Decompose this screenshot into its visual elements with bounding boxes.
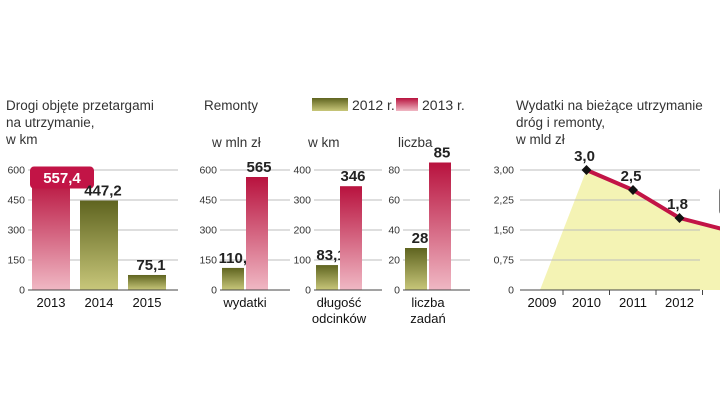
utrzymanie-title-line-1: Wydatki na bieżące utrzymanie <box>516 98 703 113</box>
utrzymanie-title-line-2: dróg i remonty, <box>516 115 605 130</box>
utrzymanie-value-label: 3,0 <box>574 148 595 165</box>
utrzymanie-point-2011 <box>628 185 638 195</box>
utrzymanie-chart: 00,751,502,253,003,02,51,81,520092010201… <box>494 148 720 310</box>
dlugosc-category-label: odcinków <box>312 311 367 326</box>
utrzymanie-value-label: 1,8 <box>667 196 688 213</box>
drogi-category-label: 2014 <box>85 295 114 310</box>
liczba-value-label: 28 <box>412 230 429 247</box>
utrzymanie-line <box>585 168 720 231</box>
dlugosc-ytick-label: 100 <box>293 255 311 267</box>
utrzymanie-title: Wydatki na bieżące utrzymanie dróg i rem… <box>515 98 703 147</box>
drogi-ytick-label: 150 <box>7 255 25 267</box>
remonty-title: Remonty <box>204 98 258 113</box>
drogi-ytick-label: 600 <box>7 165 25 177</box>
drogi-title-line-3: w km <box>5 132 38 147</box>
dlugosc-ytick-label: 400 <box>293 165 311 177</box>
legend-label-2012: 2012 r. <box>352 97 395 113</box>
wydatki-unit-label: w mln zł <box>211 135 261 150</box>
dlugosc-bar-2012 <box>316 265 338 290</box>
liczba-category-label: liczba <box>411 295 445 310</box>
liczba-unit-label: liczba <box>398 135 433 150</box>
dlugosc-ytick-label: 200 <box>293 225 311 237</box>
legend: 2012 r. 2013 r. <box>312 97 465 113</box>
drogi-value-badge <box>30 166 94 189</box>
drogi-chart: 0 150 300 450 600 557,4 2013 447,2 2014 75,1 2015 <box>7 165 178 310</box>
drogi-ytick-label: 300 <box>7 225 25 237</box>
utrzymanie-title-line-3: w mld zł <box>515 132 565 147</box>
liczba-ytick-label: 40 <box>388 225 400 237</box>
drogi-bar-2015 <box>128 274 166 290</box>
utrzymanie-point-2012 <box>674 213 685 223</box>
dlugosc-value-label: 346 <box>340 168 365 185</box>
drogi-bar-2013 <box>32 178 70 290</box>
dlugosc-ytick-label: 300 <box>293 195 311 207</box>
dlugosc-category-label: długość <box>317 295 362 310</box>
dlugosc-bar-2013 <box>340 186 362 290</box>
drogi-bar-2014 <box>80 200 118 290</box>
drogi-ytick-label: 450 <box>7 195 25 207</box>
liczba-bar-2012 <box>405 248 427 290</box>
drogi-title-line-2: na utrzymanie, <box>6 115 95 130</box>
liczba-ytick-label: 80 <box>388 165 400 177</box>
utrzymanie-ytick-label: 0,75 <box>494 255 515 267</box>
utrzymanie-xtick-label: 2010 <box>572 295 601 310</box>
utrzymanie-xtick-label: 2012 <box>665 295 694 310</box>
utrzymanie-point-2010 <box>581 165 592 175</box>
dlugosc-ytick-label: 0 <box>305 285 311 297</box>
drogi-category-label: 2013 <box>37 295 66 310</box>
drogi-value-label: 447,2 <box>84 183 122 200</box>
legend-label-2013: 2013 r. <box>422 97 465 113</box>
liczba-bar-2013 <box>429 162 451 290</box>
wydatki-bar-2012 <box>222 267 244 290</box>
utrzymanie-ytick-label: 0 <box>508 285 514 297</box>
wydatki-bar-2013 <box>246 177 268 290</box>
wydatki-ytick-label: 300 <box>199 225 217 237</box>
drogi-title: Drogi objęte przetargami na utrzymanie, … <box>5 98 154 147</box>
utrzymanie-value-label: 2,5 <box>621 168 642 185</box>
legend-swatch-2012 <box>312 98 348 111</box>
utrzymanie-xtick-label: 2011 <box>619 295 647 310</box>
drogi-value-label: 557,4 <box>43 170 81 187</box>
liczba-ytick-label: 20 <box>388 255 400 267</box>
wydatki-value-label: 565 <box>246 159 271 176</box>
utrzymanie-ytick-label: 2,25 <box>494 195 515 207</box>
dlugosc-unit-label: w km <box>307 135 340 150</box>
wydatki-ytick-label: 600 <box>199 165 217 177</box>
utrzymanie-ytick-label: 3,00 <box>494 165 515 177</box>
drogi-value-label: 75,1 <box>136 257 165 274</box>
liczba-value-label: 85 <box>434 145 451 162</box>
wydatki-category-label: wydatki <box>222 295 266 310</box>
drogi-title-line-1: Drogi objęte przetargami <box>6 98 154 113</box>
utrzymanie-xtick-label: 2009 <box>528 295 557 310</box>
liczba-ytick-label: 60 <box>388 195 400 207</box>
utrzymanie-ytick-label: 1,50 <box>494 225 515 237</box>
liczba-category-label: zadań <box>410 311 445 326</box>
dlugosc-value-label: 83,1 <box>316 247 345 264</box>
wydatki-ytick-label: 0 <box>211 285 217 297</box>
wydatki-ytick-label: 450 <box>199 195 217 207</box>
liczba-ytick-label: 0 <box>394 285 400 297</box>
drogi-category-label: 2015 <box>133 295 162 310</box>
wydatki-ytick-label: 150 <box>199 255 217 267</box>
legend-swatch-2013 <box>396 98 418 111</box>
drogi-ytick-label: 0 <box>19 285 25 297</box>
